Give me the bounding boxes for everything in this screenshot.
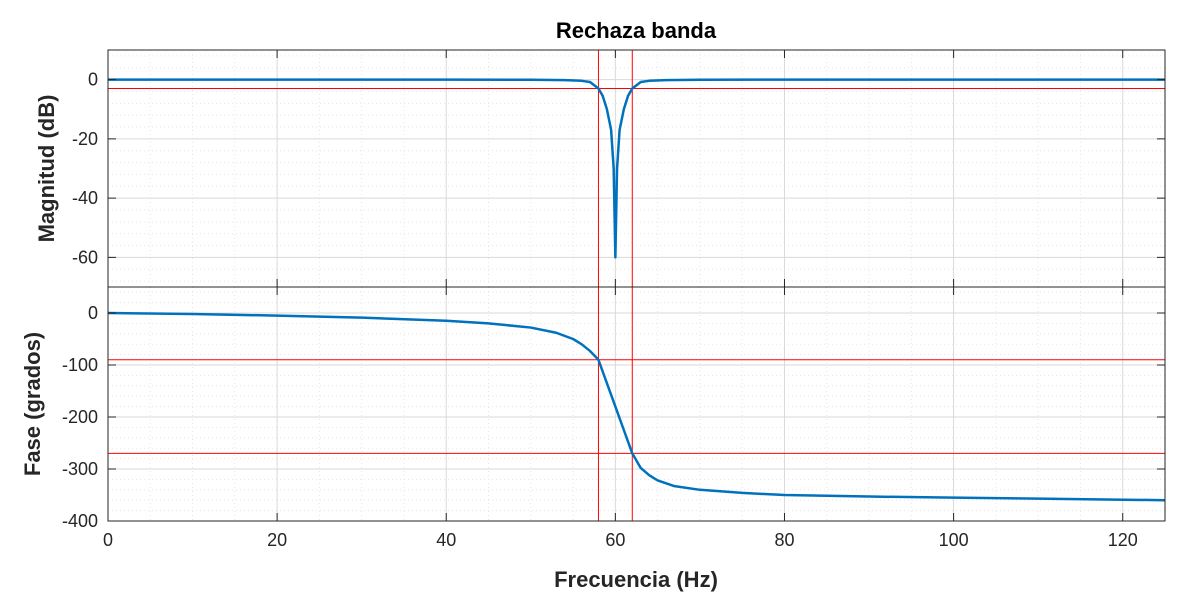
magnitude-plot: 0 -20 -40 -60 Magnitud (dB) <box>34 49 1166 288</box>
y-tick-label: -400 <box>62 511 98 531</box>
x-tick-label: 0 <box>103 530 113 550</box>
phase-series <box>107 311 1166 502</box>
y-tick-label: -200 <box>62 407 98 427</box>
phase-plot-frame <box>107 286 1166 522</box>
x-axis-label: Frecuencia (Hz) <box>554 567 718 592</box>
x-tick-label: 80 <box>774 530 794 550</box>
y-tick-label: -60 <box>72 247 98 267</box>
magnitude-y-tick-labels: 0 -20 -40 -60 <box>72 70 98 268</box>
chart-title: Rechaza banda <box>556 18 717 43</box>
x-tick-label: 20 <box>267 530 287 550</box>
magnitude-curve <box>108 78 1165 259</box>
phase-curve <box>107 311 1166 502</box>
phase-y-tick-labels: 0 -100 -200 -300 -400 <box>62 303 98 531</box>
x-tick-label: 100 <box>939 530 969 550</box>
phase-reference-lines <box>108 287 1165 521</box>
x-tick-label: 60 <box>605 530 625 550</box>
y-tick-label: -100 <box>62 355 98 375</box>
phase-x-tick-labels: 0 20 40 60 80 100 120 <box>103 530 1138 550</box>
phase-plot: 0 -100 -200 -300 -400 0 20 40 60 80 100 120 Fase (… <box>20 286 1166 550</box>
phase-plot-area <box>107 286 1166 522</box>
magnitude-y-axis-label: Magnitud (dB) <box>34 95 59 243</box>
magnitude-minor-grid <box>108 50 1166 287</box>
magnitude-series <box>108 78 1165 259</box>
phase-y-axis-label: Fase (grados) <box>20 332 45 476</box>
y-tick-label: 0 <box>88 303 98 323</box>
phase-minor-grid <box>108 287 1166 521</box>
magnitude-plot-area <box>107 49 1166 288</box>
magnitude-ticks <box>107 50 1165 287</box>
y-tick-label: 0 <box>88 70 98 90</box>
y-tick-label: -40 <box>72 188 98 208</box>
y-tick-label: -300 <box>62 459 98 479</box>
x-tick-label: 120 <box>1108 530 1138 550</box>
magnitude-major-grid <box>107 50 1165 287</box>
y-tick-label: -20 <box>72 129 98 149</box>
x-tick-label: 40 <box>436 530 456 550</box>
